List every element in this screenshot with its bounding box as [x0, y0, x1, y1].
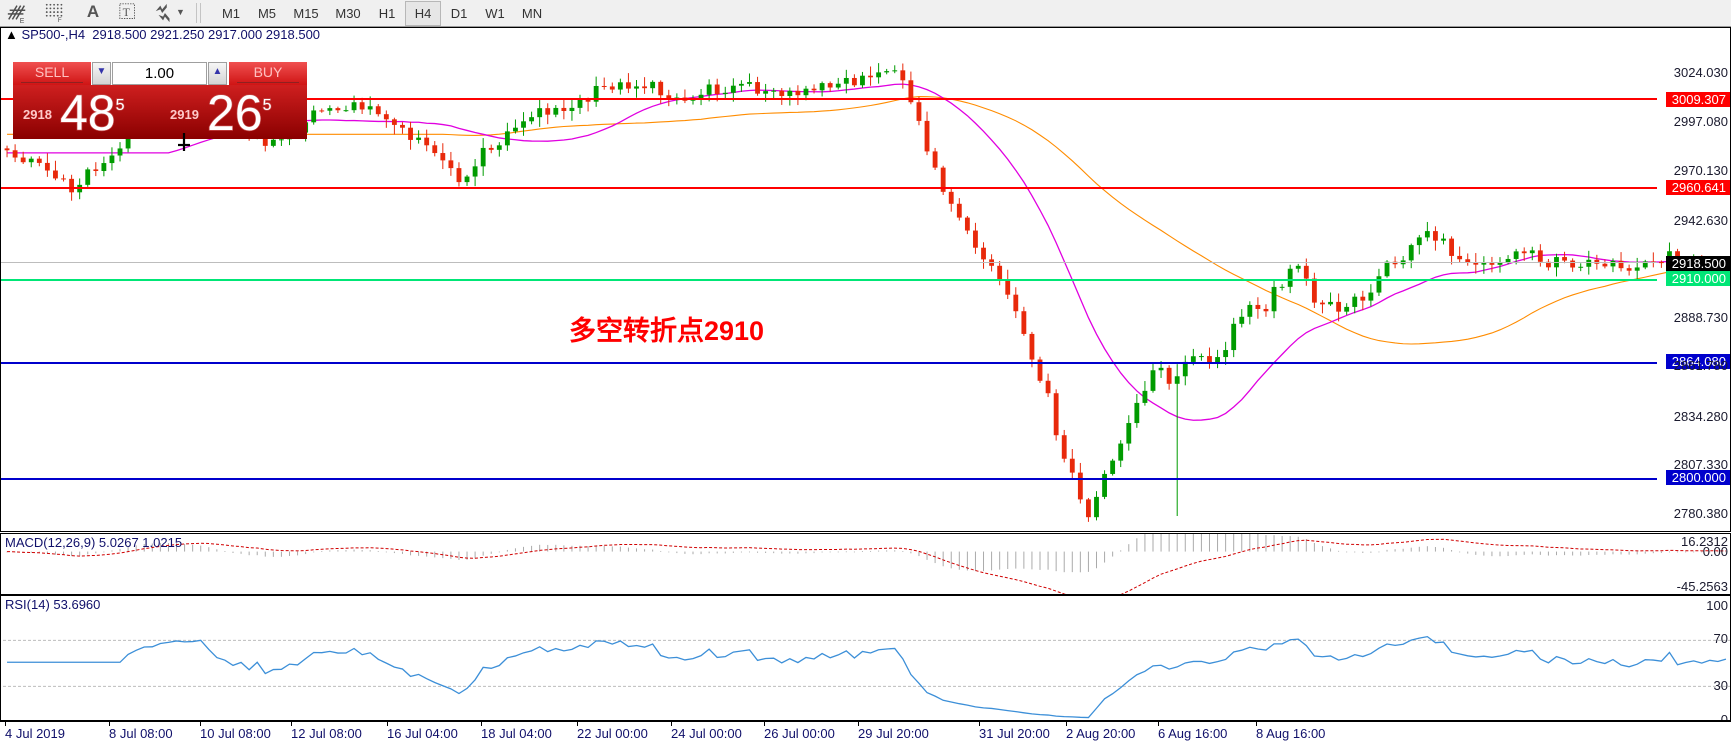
svg-text:F: F	[58, 17, 62, 24]
svg-text:T: T	[123, 5, 131, 19]
svg-text:E: E	[20, 18, 25, 24]
